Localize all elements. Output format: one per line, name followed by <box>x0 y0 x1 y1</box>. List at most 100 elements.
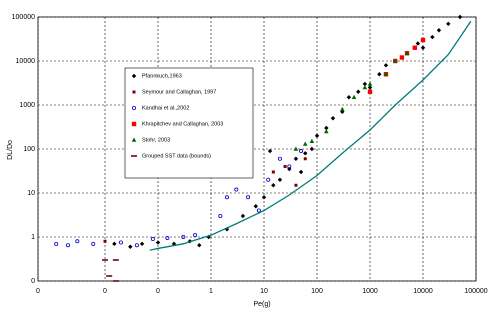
point <box>383 63 389 68</box>
point <box>271 183 276 188</box>
legend-label: Grouped SST data (bounds) <box>142 153 211 159</box>
point <box>457 14 463 20</box>
point <box>377 72 382 77</box>
point <box>404 50 410 56</box>
y-tick-label: 1 <box>31 234 35 241</box>
x-tick-label: 10000 <box>413 288 433 295</box>
x-tick-label: 100 <box>311 288 323 295</box>
point <box>298 169 304 175</box>
point <box>91 241 96 246</box>
point <box>224 227 230 232</box>
point <box>267 148 273 154</box>
fit-line <box>149 20 472 251</box>
point <box>303 157 307 161</box>
point <box>399 55 405 60</box>
point <box>256 208 261 213</box>
x-tick-label: 1 <box>209 288 213 295</box>
point <box>356 89 361 94</box>
point <box>253 204 258 209</box>
point <box>240 213 246 219</box>
point <box>392 58 398 63</box>
legend-marker <box>131 106 136 111</box>
y-tick-label: 100 <box>23 146 35 153</box>
x-tick-label: 10 <box>260 288 268 295</box>
point <box>367 81 373 86</box>
point <box>118 240 123 245</box>
y-tick-label: 10000 <box>16 58 36 65</box>
point <box>294 183 298 187</box>
y-tick-label: 0 <box>31 278 35 285</box>
point <box>165 235 170 240</box>
legend-label: Kandhai et al.,2002 <box>142 105 189 111</box>
point <box>206 234 211 240</box>
point <box>362 81 368 87</box>
point <box>193 233 198 238</box>
point <box>224 195 229 200</box>
legend-marker <box>132 90 136 94</box>
legend-marker <box>131 121 137 127</box>
y-tick-label: 1000 <box>19 102 35 109</box>
point <box>139 241 145 247</box>
point <box>330 116 336 121</box>
point <box>266 177 271 182</box>
point <box>128 244 133 249</box>
point <box>302 141 308 146</box>
point <box>181 234 186 239</box>
point <box>261 195 267 200</box>
x-tick-label: 0 <box>156 288 160 295</box>
point <box>362 84 368 90</box>
point <box>415 41 421 46</box>
point <box>112 280 119 282</box>
x-tick-label: 0 <box>103 288 107 295</box>
x-tick-label: 1000 <box>362 288 378 295</box>
legend: Pfannkuch,1963 Seymour and Callaghan, 199… <box>124 67 254 179</box>
point <box>106 275 113 277</box>
point <box>367 85 373 90</box>
point <box>277 156 282 161</box>
point <box>430 34 435 40</box>
point <box>420 45 426 50</box>
point <box>134 243 139 248</box>
point <box>277 177 283 182</box>
point <box>293 156 299 161</box>
point <box>287 164 292 169</box>
point <box>218 214 223 219</box>
point <box>309 138 315 144</box>
point <box>367 89 373 94</box>
point <box>324 128 329 134</box>
point <box>351 94 357 100</box>
legend-label: Seymour and Callaghan, 1997 <box>142 89 216 95</box>
point <box>246 195 251 200</box>
point <box>234 187 239 192</box>
point <box>102 259 109 261</box>
y-tick-label: 10 <box>27 190 35 197</box>
point <box>271 170 275 174</box>
legend-label: Stohr, 2003 <box>142 137 170 143</box>
legend-marker <box>131 155 137 157</box>
point <box>299 149 304 154</box>
point <box>412 45 417 50</box>
x-axis-label: Pe(g) <box>253 301 270 308</box>
point <box>197 243 202 248</box>
y-axis-label: DL/Do <box>7 140 14 160</box>
point <box>150 237 155 242</box>
point <box>303 151 308 156</box>
point <box>346 95 352 100</box>
point <box>339 106 345 112</box>
point <box>155 240 161 245</box>
x-tick-label: 0 <box>36 288 40 295</box>
point <box>446 21 451 27</box>
point <box>112 241 117 247</box>
point <box>54 241 59 246</box>
legend-label: Pfannkuch,1963 <box>142 73 182 79</box>
point <box>340 109 345 115</box>
point <box>75 239 80 244</box>
point <box>436 28 442 33</box>
point <box>112 259 119 261</box>
point <box>309 146 315 152</box>
point <box>383 71 389 77</box>
legend-marker <box>131 137 137 142</box>
point <box>314 133 320 138</box>
y-tick-label: 100000 <box>12 14 35 21</box>
